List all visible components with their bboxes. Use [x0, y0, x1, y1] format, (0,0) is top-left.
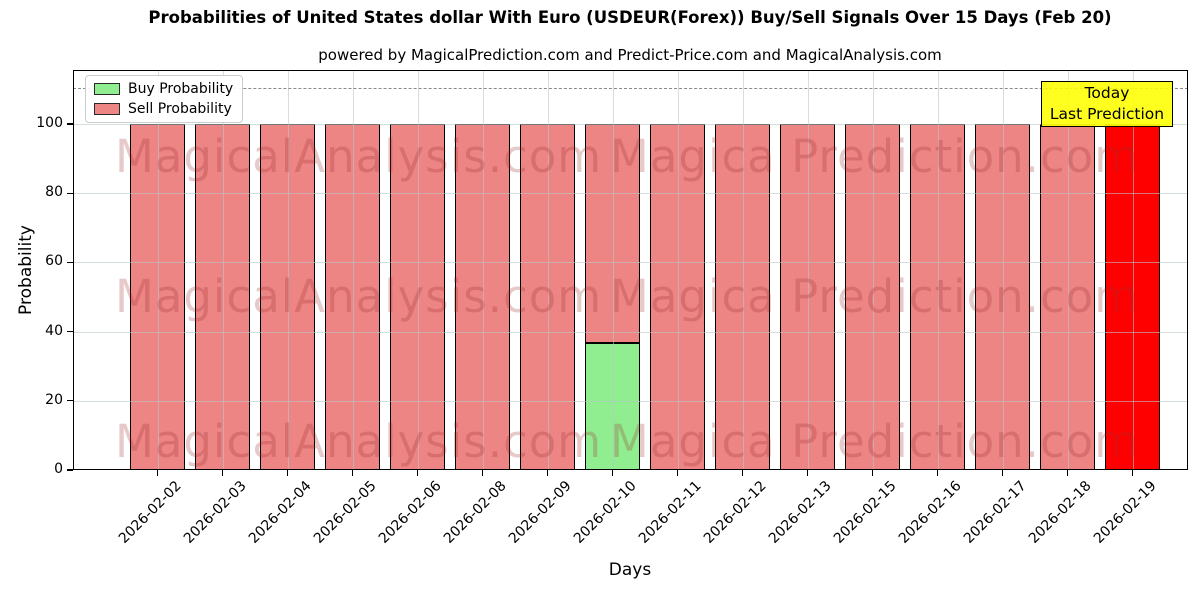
- x-tick-label: 2026-02-16: [895, 478, 965, 547]
- y-tick-label: 60: [45, 253, 63, 270]
- y-tick-label: 100: [36, 115, 63, 131]
- today-annotation-line1: Today: [1084, 84, 1130, 103]
- x-tick-mark: [1001, 470, 1004, 476]
- watermark-text: MagicalAnalysis.com: [115, 270, 603, 323]
- x-tick-mark: [741, 470, 744, 476]
- y-tick-mark: [67, 123, 73, 125]
- x-tick-mark: [546, 470, 549, 476]
- y-tick-label: 40: [45, 322, 63, 339]
- x-tick-label: 2026-02-05: [310, 478, 380, 547]
- x-tick-mark: [481, 470, 484, 476]
- vertical-gridline: [352, 70, 354, 470]
- x-tick-mark: [351, 470, 354, 476]
- x-tick-label: 2026-02-09: [505, 478, 575, 547]
- y-tick-label: 20: [45, 391, 63, 408]
- legend-label: Buy Probability: [128, 81, 234, 97]
- dashed-threshold-line: [73, 88, 1188, 90]
- legend: Buy Probability Sell Probability: [85, 75, 243, 123]
- sell-swatch-icon: [94, 103, 120, 115]
- x-tick-label: 2026-02-04: [245, 478, 315, 547]
- x-tick-label: 2026-02-08: [440, 478, 510, 547]
- x-tick-label: 2026-02-15: [830, 478, 900, 547]
- x-tick-label: 2026-02-12: [700, 478, 770, 547]
- x-tick-label: 2026-02-17: [960, 478, 1030, 547]
- x-tick-mark: [611, 470, 614, 476]
- x-tick-mark: [1131, 470, 1134, 476]
- x-tick-mark: [871, 470, 874, 476]
- chart-title: Probabilities of United States dollar Wi…: [148, 8, 1112, 27]
- x-tick-label: 2026-02-13: [765, 478, 835, 547]
- vertical-gridline: [222, 70, 224, 470]
- watermark-text: Magica Prediction.com: [610, 130, 1140, 183]
- vertical-gridline: [287, 70, 289, 470]
- y-tick-mark: [67, 469, 73, 471]
- vertical-gridline: [742, 70, 744, 470]
- vertical-gridline: [937, 70, 939, 470]
- vertical-gridline: [547, 70, 549, 470]
- vertical-gridline: [482, 70, 484, 470]
- y-tick-label: 0: [54, 461, 63, 477]
- legend-item-buy: Buy Probability: [94, 81, 242, 97]
- y-tick-mark: [67, 400, 73, 402]
- y-tick-mark: [67, 261, 73, 264]
- vertical-gridline: [1067, 70, 1069, 470]
- x-tick-label: 2026-02-03: [180, 478, 250, 547]
- y-tick-label: 80: [45, 184, 63, 201]
- watermark-text: MagicalAnalysis.com: [115, 415, 603, 468]
- vertical-gridline: [872, 70, 874, 470]
- x-tick-label: 2026-02-02: [115, 478, 185, 547]
- x-tick-label: 2026-02-10: [570, 478, 640, 547]
- x-tick-mark: [416, 470, 419, 476]
- vertical-gridline: [612, 70, 614, 470]
- x-tick-label: 2026-02-06: [375, 478, 445, 547]
- x-tick-label: 2026-02-11: [635, 478, 705, 547]
- x-tick-mark: [286, 470, 289, 476]
- vertical-gridline: [807, 70, 809, 470]
- watermark-text: Magica Prediction.com: [610, 270, 1140, 323]
- vertical-gridline: [157, 70, 159, 470]
- x-tick-mark: [156, 470, 159, 476]
- y-tick-mark: [67, 192, 73, 194]
- vertical-gridline: [417, 70, 419, 470]
- vertical-gridline: [1002, 70, 1004, 470]
- vertical-gridline: [1132, 70, 1134, 470]
- watermark-text: Magica Prediction.com: [610, 415, 1140, 468]
- x-tick-mark: [676, 470, 679, 476]
- legend-item-sell: Sell Probability: [94, 101, 242, 117]
- horizontal-gridline: [73, 124, 1188, 125]
- today-annotation-line2: Last Prediction: [1049, 105, 1165, 123]
- watermark-text: MagicalAnalysis.com: [115, 130, 603, 183]
- x-tick-mark: [806, 470, 809, 476]
- today-annotation: Today Last Prediction: [1041, 81, 1173, 127]
- x-tick-mark: [936, 470, 939, 476]
- x-axis-title: Days: [608, 560, 652, 580]
- horizontal-gridline: [73, 193, 1188, 195]
- x-tick-mark: [1066, 470, 1069, 476]
- horizontal-gridline: [73, 331, 1188, 333]
- buy-swatch-icon: [94, 83, 120, 95]
- horizontal-gridline: [73, 400, 1188, 402]
- x-tick-mark: [221, 470, 224, 476]
- chart-subtitle: powered by MagicalPrediction.com and Pre…: [318, 46, 942, 64]
- x-tick-label: 2026-02-19: [1090, 478, 1160, 547]
- y-tick-mark: [67, 330, 73, 333]
- x-tick-label: 2026-02-18: [1025, 478, 1095, 547]
- horizontal-gridline: [73, 262, 1188, 264]
- vertical-gridline: [677, 70, 679, 470]
- legend-label: Sell Probability: [128, 101, 232, 117]
